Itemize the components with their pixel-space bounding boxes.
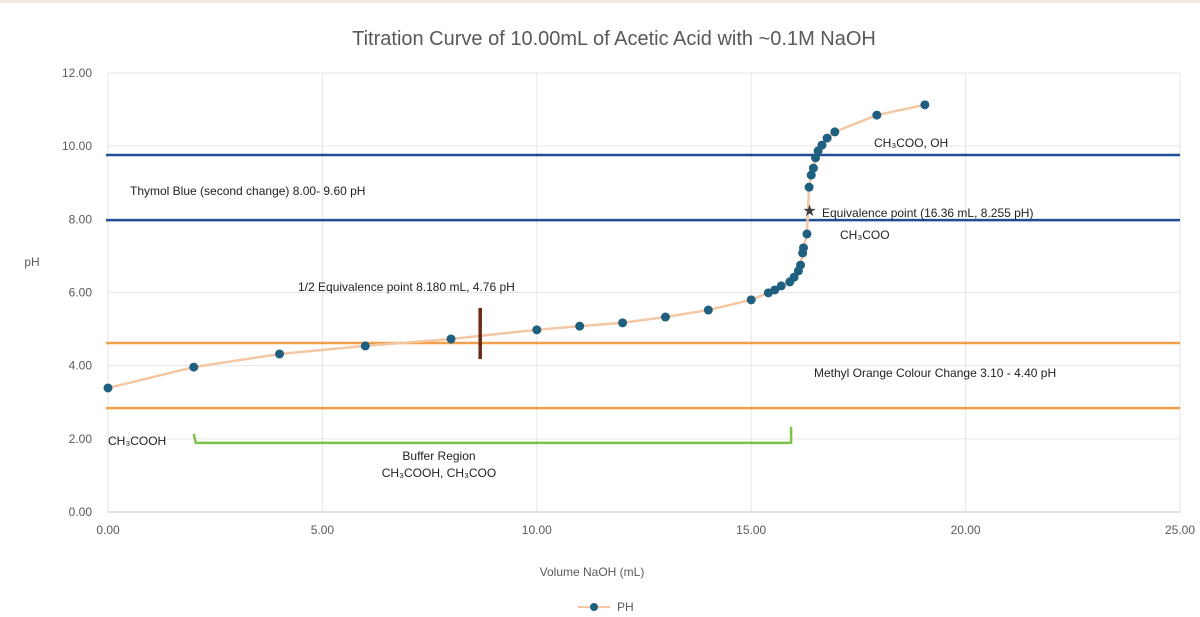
data-point: [770, 285, 780, 295]
data-point: [799, 243, 809, 253]
annotation-thymol: Thymol Blue (second change) 8.00- 9.60 p…: [130, 184, 365, 198]
y-tick-label: 10.00: [62, 139, 92, 153]
data-point: [872, 110, 882, 120]
legend-marker: [590, 603, 598, 611]
annotation-methyl-orange: Methyl Orange Colour Change 3.10 - 4.40 …: [814, 366, 1056, 380]
legend: PH: [578, 600, 634, 614]
annotation-half-eq: 1/2 Equivalence point 8.180 mL, 4.76 pH: [298, 280, 515, 294]
data-point: [360, 341, 370, 351]
data-point: [811, 153, 821, 163]
data-point: [776, 281, 786, 291]
data-point: [660, 312, 670, 322]
data-point: [806, 170, 816, 180]
annotation-eq: Equivalence point (16.36 mL, 8.255 pH): [822, 206, 1033, 220]
x-tick-label: 15.00: [736, 523, 766, 537]
data-point: [746, 295, 756, 305]
data-point: [703, 305, 713, 315]
data-point: [446, 334, 456, 344]
y-tick-label: 8.00: [69, 212, 93, 226]
annotation-acid: CH₃COOH: [108, 434, 166, 448]
data-point: [575, 321, 585, 331]
annotation-buffer-species: CH₃COOH, CH₃COO: [382, 466, 496, 480]
equivalence-star-icon: ★: [802, 203, 816, 220]
data-point: [103, 383, 113, 393]
data-point: [618, 318, 628, 328]
titration-chart: Titration Curve of 10.00mL of Acetic Aci…: [24, 28, 1195, 614]
x-tick-label: 20.00: [951, 523, 981, 537]
x-tick-label: 5.00: [311, 523, 335, 537]
annotation-acetate-oh: CH₃COO, OH: [874, 136, 948, 150]
data-point: [275, 349, 285, 359]
x-tick-label: 10.00: [522, 523, 552, 537]
data-point: [808, 163, 818, 173]
data-point: [804, 182, 814, 192]
data-point: [802, 229, 812, 239]
data-point: [822, 133, 832, 143]
x-tick-label: 0.00: [96, 523, 120, 537]
y-tick-label: 2.00: [69, 432, 93, 446]
legend-label: PH: [617, 600, 634, 614]
annotation-acetate: CH₃COO: [840, 228, 890, 242]
y-axis-label: pH: [24, 255, 39, 269]
annotation-buffer: Buffer Region: [402, 449, 475, 463]
data-point: [920, 100, 930, 110]
data-point: [817, 140, 827, 150]
y-tick-label: 12.00: [62, 66, 92, 80]
data-point: [830, 127, 840, 137]
y-tick-label: 4.00: [69, 359, 93, 373]
data-point: [532, 325, 542, 335]
chart-title: Titration Curve of 10.00mL of Acetic Aci…: [352, 28, 876, 50]
y-tick-label: 6.00: [69, 286, 93, 300]
data-point: [796, 260, 806, 270]
y-tick-label: 0.00: [69, 505, 93, 519]
x-axis-label: Volume NaOH (mL): [540, 565, 645, 579]
buffer-region-bracket: [192, 426, 793, 445]
x-tick-label: 25.00: [1165, 523, 1195, 537]
data-point: [189, 362, 199, 372]
